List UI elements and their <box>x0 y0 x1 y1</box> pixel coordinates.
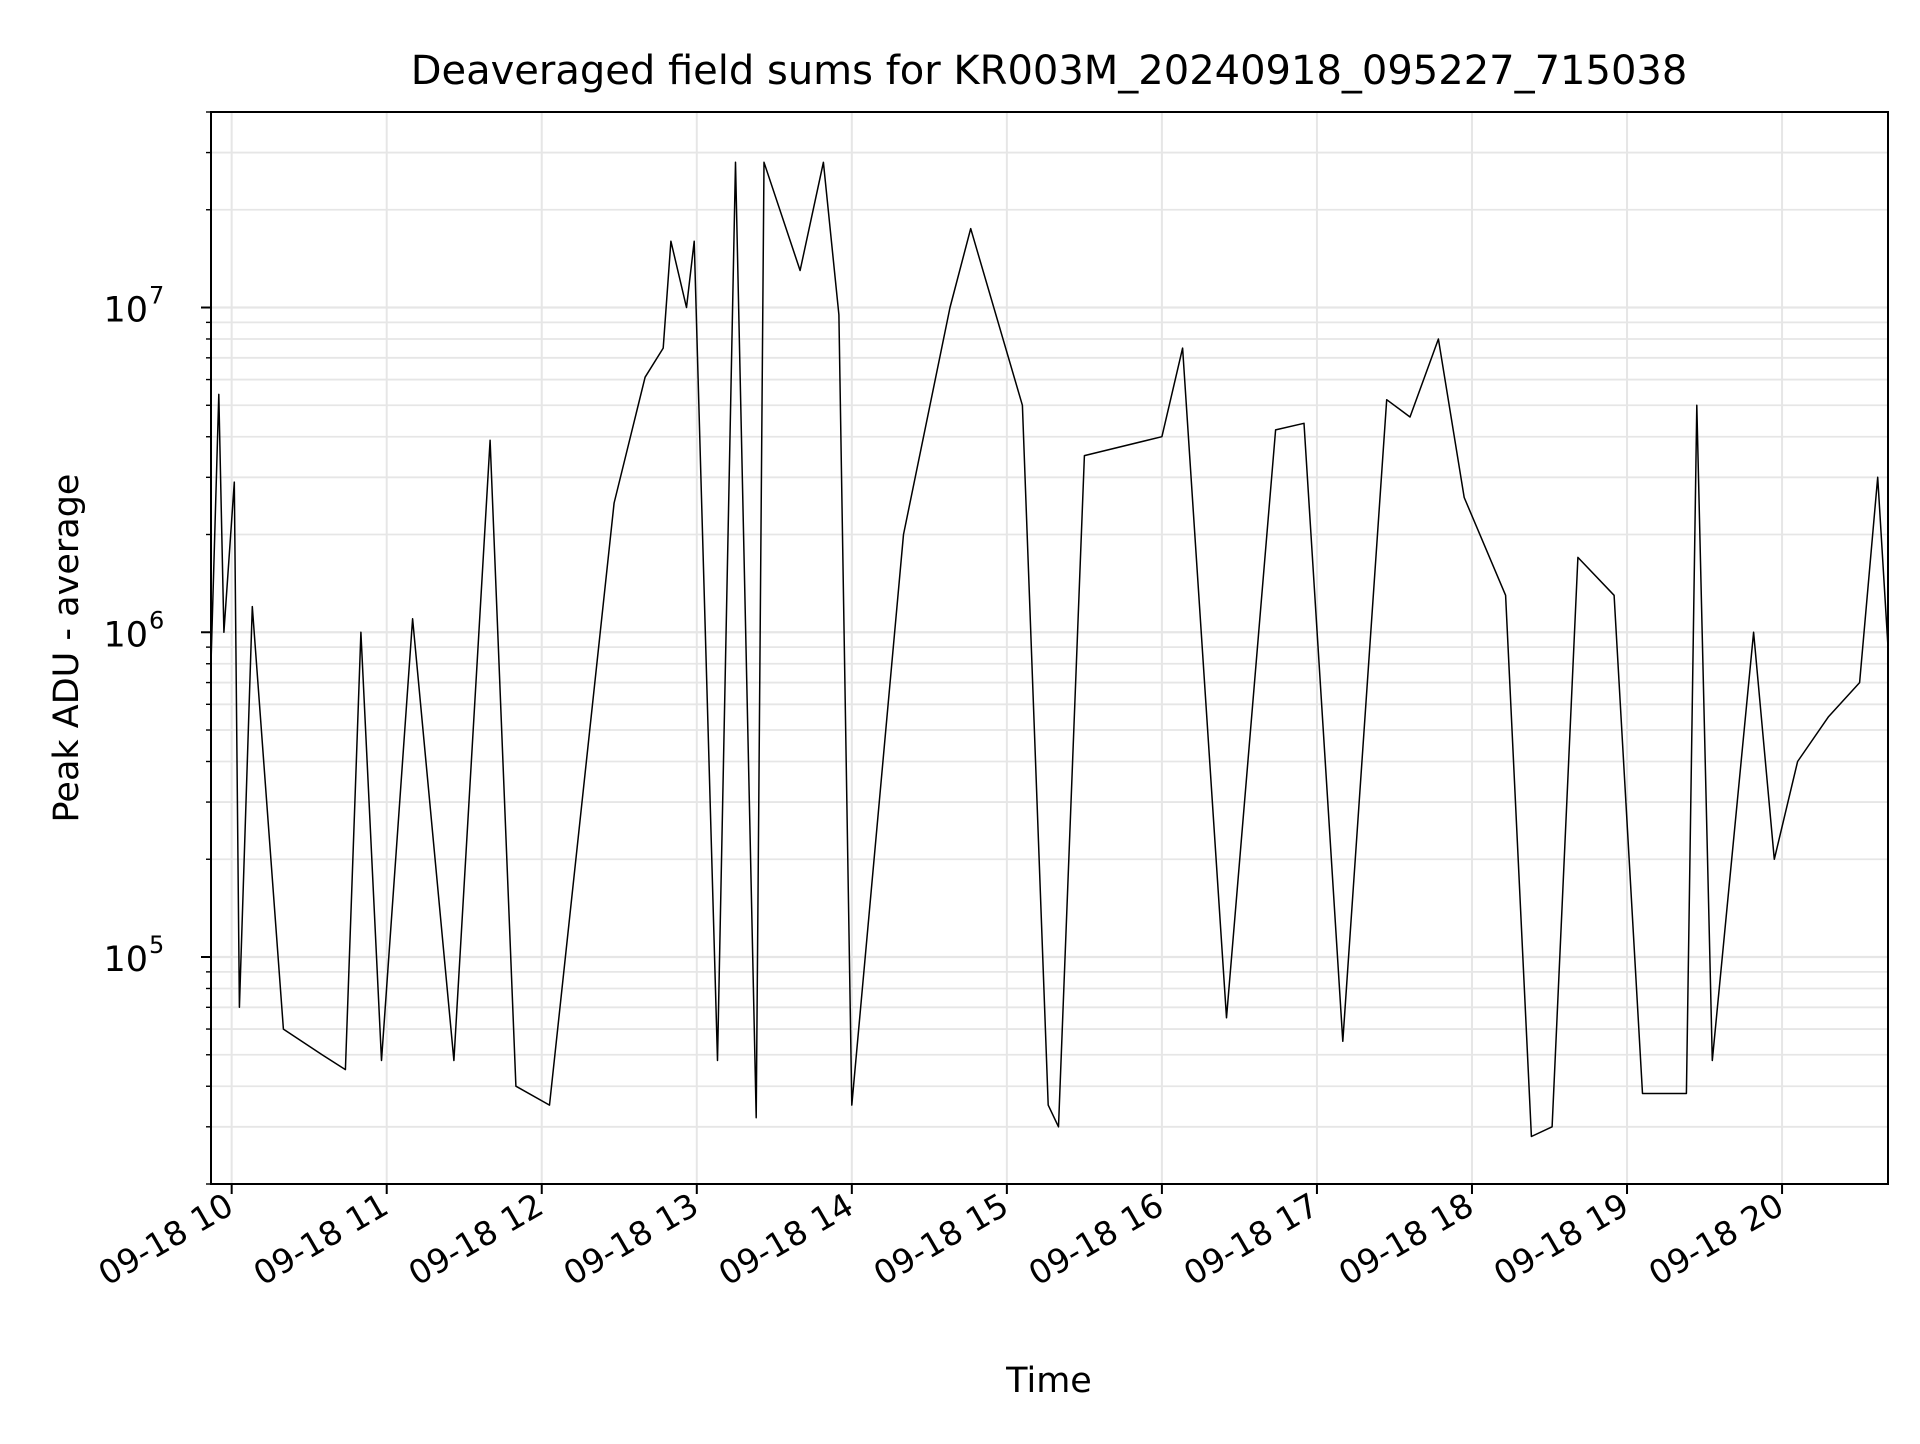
chart-title: Deaveraged field sums for KR003M_2024091… <box>411 48 1688 94</box>
y-tick-exponent: 5 <box>149 931 164 959</box>
plot-frame <box>210 111 1889 1185</box>
y-tick-exponent: 7 <box>149 282 164 310</box>
y-tick-label: 10 <box>103 940 148 980</box>
y-tick-label: 10 <box>103 291 148 331</box>
y-axis-label: Peak ADU - average <box>47 474 87 823</box>
grid <box>211 111 1888 1185</box>
data-layer <box>210 161 1889 1138</box>
y-tick-exponent: 6 <box>149 606 164 634</box>
series-line <box>210 161 1889 1138</box>
y-tick-label: 10 <box>103 615 148 655</box>
x-axis-label: Time <box>1005 1361 1092 1401</box>
